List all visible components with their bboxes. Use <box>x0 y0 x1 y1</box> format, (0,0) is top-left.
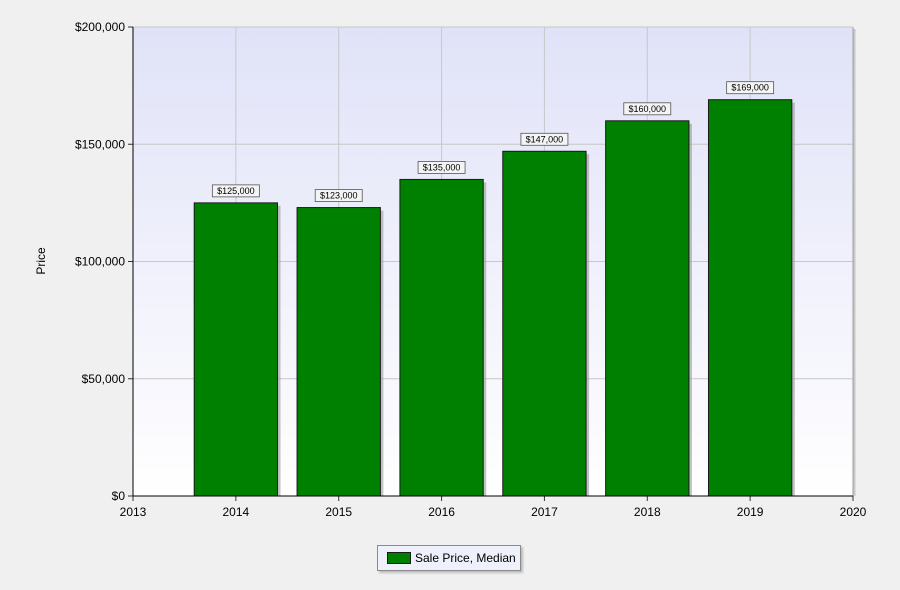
bar-2017 <box>502 150 587 497</box>
data-label-box <box>726 81 775 95</box>
data-label-2015: $123,000 <box>320 191 358 201</box>
data-label-box <box>211 184 260 198</box>
axes <box>128 26 856 501</box>
data-label-box <box>623 102 672 116</box>
x-tick-label: 2016 <box>428 505 455 519</box>
y-axis-title: Price <box>34 247 48 275</box>
data-label-box <box>520 132 569 146</box>
data-label-2018: $160,000 <box>629 104 667 114</box>
labels: $0 $50,000 $100,000 $150,000 $200,000 2013 201… <box>75 20 867 519</box>
bars <box>193 99 795 497</box>
data-label-box <box>314 189 363 202</box>
data-label-box <box>417 161 466 174</box>
data-label-2016: $135,000 <box>423 162 461 172</box>
x-tick-label: 2019 <box>737 505 764 519</box>
legend-swatch <box>387 552 411 564</box>
y-tick-label: $200,000 <box>75 20 125 34</box>
x-tick-label: 2014 <box>223 505 250 519</box>
x-tick-label: 2017 <box>531 505 558 519</box>
bar-2019 <box>707 99 793 497</box>
bar-2016 <box>399 178 484 497</box>
data-label-2014: $125,000 <box>217 186 255 196</box>
y-tick-label: $150,000 <box>75 137 125 151</box>
bar-2014 <box>193 202 279 497</box>
y-tick-label: $0 <box>112 489 126 503</box>
bar-2018 <box>605 120 690 497</box>
legend-label: Sale Price, Median <box>415 551 516 565</box>
legend: Sale Price, Median <box>377 545 521 571</box>
x-tick-label: 2018 <box>634 505 661 519</box>
y-tick-label: $100,000 <box>75 255 125 269</box>
y-tick-label: $50,000 <box>82 372 126 386</box>
data-label-2017: $147,000 <box>526 134 564 144</box>
x-tick-label: 2020 <box>840 505 867 519</box>
bar-2015 <box>296 207 381 497</box>
x-tick-label: 2015 <box>325 505 352 519</box>
x-tick-label: 2013 <box>120 505 147 519</box>
data-label-2019: $169,000 <box>731 83 769 93</box>
